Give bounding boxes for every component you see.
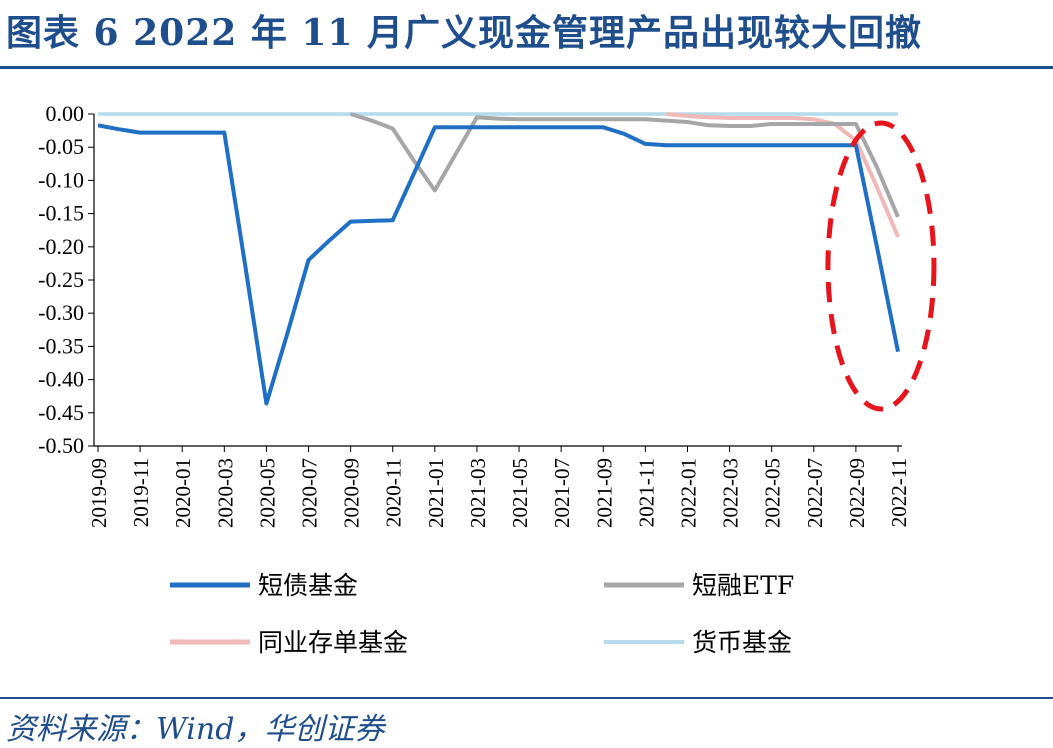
x-axis-ticks: 2019-09 2019-11 2020-01 2020-03 2020-05 2020-…	[87, 446, 911, 528]
x-tick-label: 2020-03	[213, 458, 237, 528]
x-tick-label: 2022-11	[887, 458, 911, 527]
x-tick-label: 2021-09	[592, 458, 616, 528]
chart-title: 图表 6 2022 年 11 月广义现金管理产品出现较大回撤	[6, 12, 923, 54]
x-tick-label: 2021-11	[634, 458, 658, 527]
y-tick-label: -0.40	[38, 367, 84, 392]
x-tick-label: 2020-09	[340, 458, 364, 528]
y-tick-label: -0.25	[38, 267, 84, 292]
x-tick-label: 2022-01	[676, 458, 700, 528]
y-axis-ticks: 0.00 -0.05 -0.10 -0.15 -0.20 -0.25 -0.30 -0.35 -…	[38, 101, 94, 458]
y-tick-label: -0.45	[38, 400, 84, 425]
source-divider	[0, 697, 1053, 699]
legend-label-3: 货币基金	[692, 628, 792, 657]
x-tick-label: 2021-01	[424, 458, 448, 528]
line-chart: 0.00 -0.05 -0.10 -0.15 -0.20 -0.25 -0.30 -0.35 -…	[38, 101, 937, 657]
x-tick-label: 2020-01	[171, 458, 195, 528]
title-divider	[0, 66, 1053, 69]
x-tick-label: 2019-11	[129, 458, 153, 527]
y-tick-label: -0.15	[38, 201, 84, 226]
x-tick-label: 2022-09	[845, 458, 869, 528]
x-tick-label: 2020-05	[255, 458, 279, 528]
legend-label-2: 同业存单基金	[258, 628, 408, 657]
legend-label-0: 短债基金	[258, 571, 358, 600]
highlight-annotation	[825, 120, 937, 412]
x-tick-label: 2021-03	[466, 458, 490, 528]
x-tick-label: 2020-11	[382, 458, 406, 527]
series-line-1	[350, 112, 900, 218]
x-tick-label: 2019-09	[87, 458, 111, 528]
chart-legend: 短债基金 短融ETF 同业存单基金 货币基金	[170, 571, 794, 657]
series-lines	[97, 112, 900, 406]
series-line-2	[666, 112, 900, 238]
x-tick-label: 2021-07	[550, 458, 574, 528]
highlight-ellipse	[825, 120, 937, 412]
legend-label-1: 短融ETF	[692, 571, 794, 600]
x-tick-label: 2022-05	[761, 458, 785, 528]
y-tick-label: -0.05	[38, 134, 84, 159]
x-tick-label: 2020-07	[298, 458, 322, 528]
x-tick-label: 2021-05	[508, 458, 532, 528]
y-tick-label: 0.00	[46, 101, 85, 126]
y-tick-label: -0.35	[38, 333, 84, 358]
x-tick-label: 2022-03	[719, 458, 743, 528]
y-tick-label: -0.10	[38, 167, 84, 192]
x-tick-label: 2022-07	[803, 458, 827, 528]
source-note: 资料来源：Wind，华创证券	[6, 712, 385, 747]
series-line-0	[97, 123, 900, 406]
y-tick-label: -0.30	[38, 300, 84, 325]
chart-axes	[93, 114, 902, 447]
y-tick-label: -0.50	[38, 433, 84, 458]
y-tick-label: -0.20	[38, 234, 84, 259]
